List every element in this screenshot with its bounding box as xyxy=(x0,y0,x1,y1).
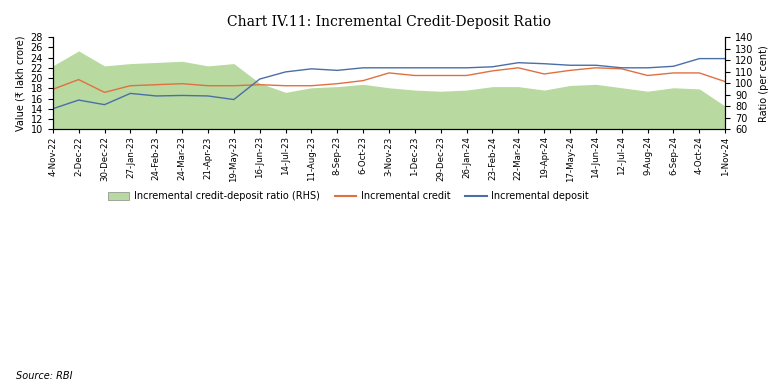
Text: Source: RBI: Source: RBI xyxy=(16,371,72,381)
Legend: Incremental credit-deposit ratio (RHS), Incremental credit, Incremental deposit: Incremental credit-deposit ratio (RHS), … xyxy=(104,187,593,205)
Y-axis label: Value (₹ lakh crore): Value (₹ lakh crore) xyxy=(15,35,25,131)
Y-axis label: Ratio (per cent): Ratio (per cent) xyxy=(759,45,769,122)
Title: Chart IV.11: Incremental Credit-Deposit Ratio: Chart IV.11: Incremental Credit-Deposit … xyxy=(227,15,551,29)
